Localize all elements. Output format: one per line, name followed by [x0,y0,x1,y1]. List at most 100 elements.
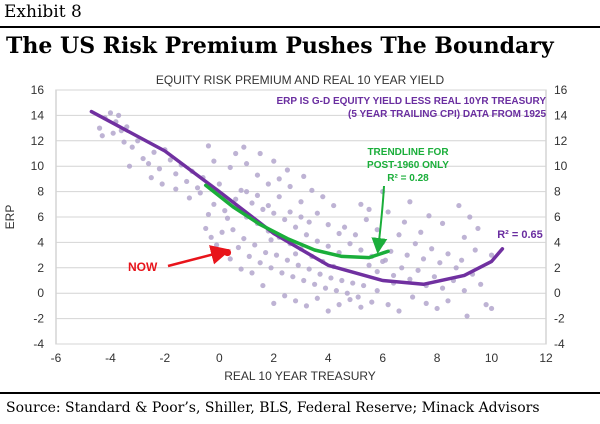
scatter-point [282,293,288,299]
scatter-point [314,210,320,216]
scatter-point [459,257,465,263]
scatter-point [227,164,233,171]
scatter-point [333,288,339,294]
scatter-point [298,214,304,220]
scatter-point [252,242,258,248]
scatter-point [325,308,331,314]
y-tick-label-right: 12 [554,134,568,148]
scatter-point [140,155,146,162]
green-trend-label-2: POST-1960 ONLY [367,160,449,171]
scatter-point [279,270,285,276]
scatter-point [407,276,413,282]
scatter-point [426,213,432,219]
y-tick-label: 12 [31,134,45,148]
scatter-point [445,298,451,304]
bottom-rule [0,392,600,394]
y-tick-label-right: -4 [554,337,565,351]
scatter-point [366,262,372,268]
scatter-point [415,267,421,273]
scatter-point [352,232,359,238]
scatter-point [284,257,290,263]
y-tick-label: 10 [31,159,45,173]
scatter-point [222,208,228,214]
scatter-point [241,235,247,242]
scatter-point [374,227,380,233]
scatter-point [290,274,296,280]
scatter-point [437,260,443,266]
scatter-point [271,210,277,216]
scatter-point [380,239,386,245]
scatter-point [412,241,418,247]
scatter-point [287,183,293,190]
scatter-point [148,175,154,181]
scatter-point [292,251,299,257]
scatter-point [110,130,116,136]
x-axis-label: REAL 10 YEAR TREASURY [224,369,376,383]
scatter-point [265,202,271,209]
scatter-point [107,110,114,116]
scatter-point [156,166,163,172]
scatter-point [374,269,380,275]
scatter-point [263,249,269,256]
scatter-point [418,229,424,235]
note-line-1: ERP IS G-D EQUITY YIELD LESS REAL 10YR T… [276,96,546,107]
scatter-point [478,281,484,287]
scatter-point [224,215,231,221]
scatter-point [292,224,299,230]
scatter-point [295,262,301,268]
scatter-point [265,181,271,187]
scatter-point [347,241,353,247]
scatter-point [303,303,310,309]
scatter-point [488,252,495,258]
scatter-point [298,199,304,205]
scatter-point [472,247,478,253]
scatter-point [347,296,353,303]
scatter-point [238,266,244,272]
scatter-point [429,246,435,252]
scatter-point [173,171,179,177]
scatter-point [322,285,329,291]
scatter-point [325,243,331,249]
scatter-point [284,167,290,173]
scatter-point [385,302,391,308]
y-tick-label-right: 2 [554,261,561,275]
scatter-point [257,260,263,266]
scatter-point [268,265,274,271]
y-tick-label-right: 10 [554,159,568,173]
scatter-point [151,149,157,155]
scatter-point [238,187,244,193]
green-r2-label: R² = 0.28 [387,173,429,184]
chart-svg: -4 -4 -2 -2 0 0 2 2 4 4 6 6 8 8 10 10 12 12 14 14 16 16 -6 -4 -2… [3,73,568,383]
y-tick-label: 16 [31,83,45,97]
scatter-point [341,224,348,230]
scatter-point [410,294,416,300]
scatter-point [439,285,446,291]
x-tick-label: -2 [160,351,171,365]
scatter-point [273,252,280,258]
scatter-point [301,173,307,179]
scatter-point [211,158,217,164]
scatter-point [243,161,250,167]
scatter-point [483,302,489,308]
scatter-point [276,176,282,182]
scatter-point [461,234,467,240]
exhibit-label: Exhibit 8 [4,2,82,22]
scatter-point [445,251,451,257]
note-line-2: (5 YEAR TRAILING CPI) DATA FROM 1925 [348,109,546,120]
scatter-point [309,187,315,193]
source-note: Source: Standard & Poor’s, Shiller, BLS,… [6,400,540,416]
scatter-point [292,298,299,304]
y-tick-label: 14 [31,108,45,122]
scatter-point [203,225,209,232]
x-tick-label: 4 [325,351,332,365]
scatter-point [344,290,350,296]
scatter-point [358,304,364,310]
scatter-point [306,266,312,272]
scatter-point [260,206,266,212]
scatter-point [129,144,135,150]
x-tick-label: -6 [51,351,62,365]
scatter-point [396,232,402,238]
scatter-point [254,172,261,178]
scatter-point [116,112,122,118]
scatter-point [328,275,334,281]
